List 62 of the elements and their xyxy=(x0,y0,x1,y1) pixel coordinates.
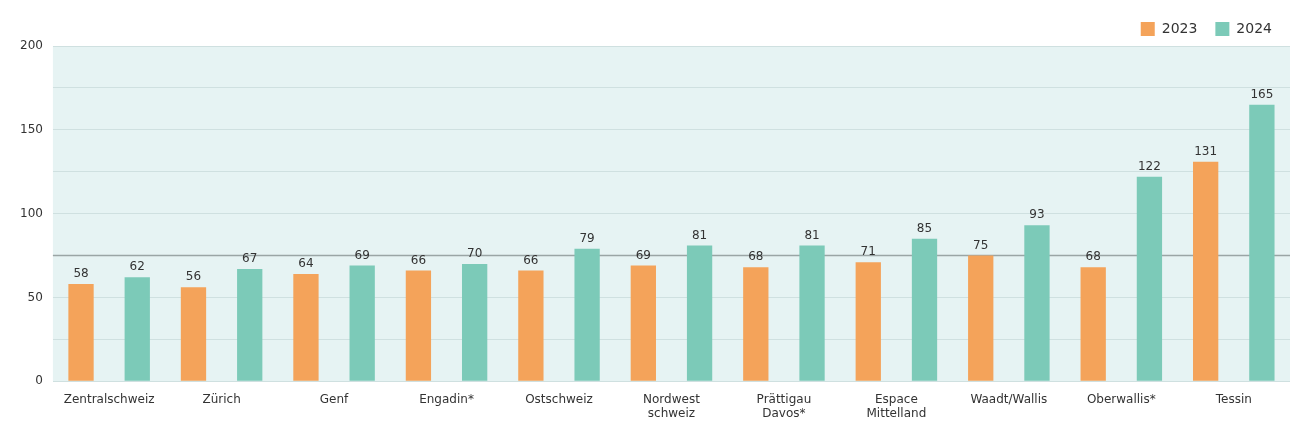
data-label: 81 xyxy=(804,227,820,242)
data-label: 62 xyxy=(129,259,145,274)
data-label: 122 xyxy=(1137,158,1161,173)
bar xyxy=(180,287,207,381)
y-tick-label: 100 xyxy=(20,205,43,220)
bar xyxy=(1136,176,1163,381)
bar xyxy=(237,268,263,381)
bar xyxy=(686,245,713,381)
y-tick-label: 50 xyxy=(27,289,43,304)
bar xyxy=(855,262,881,381)
x-tick-label: Prättigau Davos* xyxy=(756,391,812,420)
bar xyxy=(518,270,544,381)
data-label: 66 xyxy=(410,252,427,267)
bar xyxy=(799,245,825,381)
x-tick-label: Espace Mittelland xyxy=(866,391,927,420)
y-tick-label: 150 xyxy=(20,121,43,136)
bar xyxy=(968,255,994,381)
data-label: 79 xyxy=(579,230,595,245)
data-label: 69 xyxy=(354,247,370,262)
bar xyxy=(574,248,600,381)
bar xyxy=(911,238,938,381)
bar xyxy=(68,283,94,381)
x-tick-label: Nordwest schweiz xyxy=(643,391,701,420)
x-tick-label: Zürich xyxy=(202,391,241,406)
data-label: 68 xyxy=(748,249,764,264)
data-label: 67 xyxy=(242,251,258,266)
bar xyxy=(124,277,150,381)
data-label: 131 xyxy=(1194,143,1218,158)
bar xyxy=(405,270,432,381)
x-tick-label: Oberwallis* xyxy=(1086,391,1156,406)
x-tick-label: Genf xyxy=(319,391,350,406)
x-tick-label: Engadin* xyxy=(419,391,474,406)
data-label: 93 xyxy=(1029,207,1045,222)
bar xyxy=(461,263,488,381)
data-label: 69 xyxy=(635,247,651,262)
bar xyxy=(1024,225,1050,381)
data-label: 85 xyxy=(916,220,933,235)
bar xyxy=(1193,161,1219,381)
bar xyxy=(630,265,656,381)
data-label: 71 xyxy=(860,244,876,259)
data-label: 56 xyxy=(185,269,202,284)
x-tick-label: Waadt/Wallis xyxy=(970,391,1048,406)
data-label: 165 xyxy=(1250,86,1274,101)
y-tick-label: 200 xyxy=(20,38,43,53)
x-tick-label: Zentralschweiz xyxy=(63,391,155,406)
data-label: 70 xyxy=(467,246,483,261)
bar xyxy=(1249,104,1275,381)
data-label: 64 xyxy=(298,256,314,271)
x-tick-label: Ostschweiz xyxy=(525,391,593,406)
bar xyxy=(743,267,769,381)
bar xyxy=(1080,267,1106,381)
legend-label: 2024 xyxy=(1236,19,1273,36)
data-label: 68 xyxy=(1085,249,1101,264)
bar xyxy=(293,273,319,381)
y-tick-label: 0 xyxy=(35,373,43,388)
data-label: 81 xyxy=(691,227,708,242)
legend-label: 2023 xyxy=(1161,19,1198,36)
data-label: 58 xyxy=(73,266,89,281)
x-tick-label: Tessin xyxy=(1214,391,1252,406)
data-label: 66 xyxy=(523,252,539,267)
data-label: 75 xyxy=(973,237,989,252)
bar xyxy=(349,265,375,381)
